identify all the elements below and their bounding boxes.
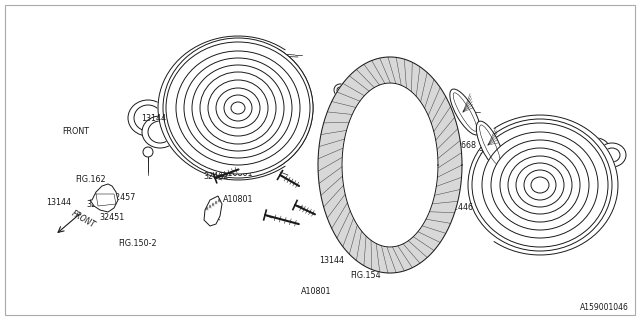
Text: J11214(’16MY1509-): J11214(’16MY1509-) (349, 172, 429, 181)
Text: 31288: 31288 (534, 170, 559, 179)
Ellipse shape (472, 123, 608, 247)
Text: 32451: 32451 (86, 200, 111, 209)
Ellipse shape (586, 161, 606, 179)
Circle shape (243, 47, 253, 57)
Circle shape (143, 147, 153, 157)
Ellipse shape (134, 105, 162, 131)
Text: FRONT: FRONT (70, 209, 97, 230)
Text: 31288: 31288 (530, 217, 555, 226)
Ellipse shape (176, 51, 300, 165)
Circle shape (232, 102, 244, 114)
Ellipse shape (508, 156, 572, 214)
Text: A10801: A10801 (301, 287, 332, 296)
Ellipse shape (491, 140, 589, 230)
Ellipse shape (476, 121, 504, 169)
Ellipse shape (163, 38, 313, 178)
Polygon shape (204, 196, 222, 226)
Ellipse shape (450, 89, 480, 135)
Ellipse shape (500, 148, 580, 222)
Circle shape (334, 84, 346, 96)
Ellipse shape (142, 116, 178, 148)
Text: 31668: 31668 (452, 141, 477, 150)
Ellipse shape (524, 170, 556, 200)
Circle shape (355, 237, 361, 243)
Ellipse shape (224, 95, 252, 121)
Circle shape (565, 140, 575, 150)
Text: FIG.154: FIG.154 (548, 227, 579, 236)
Circle shape (226, 96, 250, 120)
Ellipse shape (184, 58, 292, 158)
Ellipse shape (468, 119, 612, 251)
Text: A10801: A10801 (223, 169, 253, 178)
Ellipse shape (516, 163, 564, 207)
Polygon shape (158, 36, 285, 180)
Polygon shape (90, 184, 118, 212)
Text: FIG.150-2: FIG.150-2 (415, 111, 453, 120)
Text: 13144: 13144 (358, 227, 383, 236)
Ellipse shape (582, 138, 610, 162)
Circle shape (351, 233, 365, 247)
Text: 31552A: 31552A (479, 150, 509, 159)
Text: FIG.162: FIG.162 (76, 175, 106, 184)
Ellipse shape (591, 166, 601, 174)
Text: 13144: 13144 (141, 114, 166, 123)
Text: 13144: 13144 (319, 256, 344, 265)
Text: 13144: 13144 (46, 198, 71, 207)
Ellipse shape (166, 42, 310, 174)
Text: 31288: 31288 (538, 198, 563, 207)
Ellipse shape (192, 65, 284, 151)
Text: A159001046: A159001046 (580, 303, 629, 313)
Polygon shape (318, 57, 462, 273)
Ellipse shape (231, 102, 245, 114)
Ellipse shape (200, 72, 276, 144)
Circle shape (530, 175, 550, 195)
Text: A11211(-’16MY1509): A11211(-’16MY1509) (349, 182, 433, 191)
Text: FRONT: FRONT (63, 127, 90, 136)
Ellipse shape (588, 143, 604, 157)
Ellipse shape (216, 88, 260, 128)
Ellipse shape (482, 132, 598, 238)
Text: FIG.190: FIG.190 (236, 111, 266, 120)
Text: A10801: A10801 (223, 195, 253, 204)
Circle shape (337, 87, 343, 93)
Ellipse shape (531, 177, 549, 193)
Ellipse shape (598, 143, 626, 167)
Polygon shape (342, 83, 438, 247)
Text: 32451: 32451 (99, 213, 124, 222)
Ellipse shape (208, 80, 268, 136)
Text: FIG.154: FIG.154 (351, 271, 381, 280)
Circle shape (535, 180, 545, 190)
Ellipse shape (128, 100, 168, 136)
Ellipse shape (148, 121, 172, 143)
Text: 32457: 32457 (110, 193, 136, 202)
Text: FIG.154: FIG.154 (512, 185, 543, 194)
Text: FIG.150-2: FIG.150-2 (118, 239, 157, 248)
Ellipse shape (604, 148, 620, 162)
Circle shape (576, 158, 584, 166)
Text: 32462: 32462 (204, 172, 228, 181)
Text: 31790: 31790 (204, 148, 228, 157)
Text: 31446: 31446 (448, 204, 473, 212)
Polygon shape (494, 115, 618, 255)
